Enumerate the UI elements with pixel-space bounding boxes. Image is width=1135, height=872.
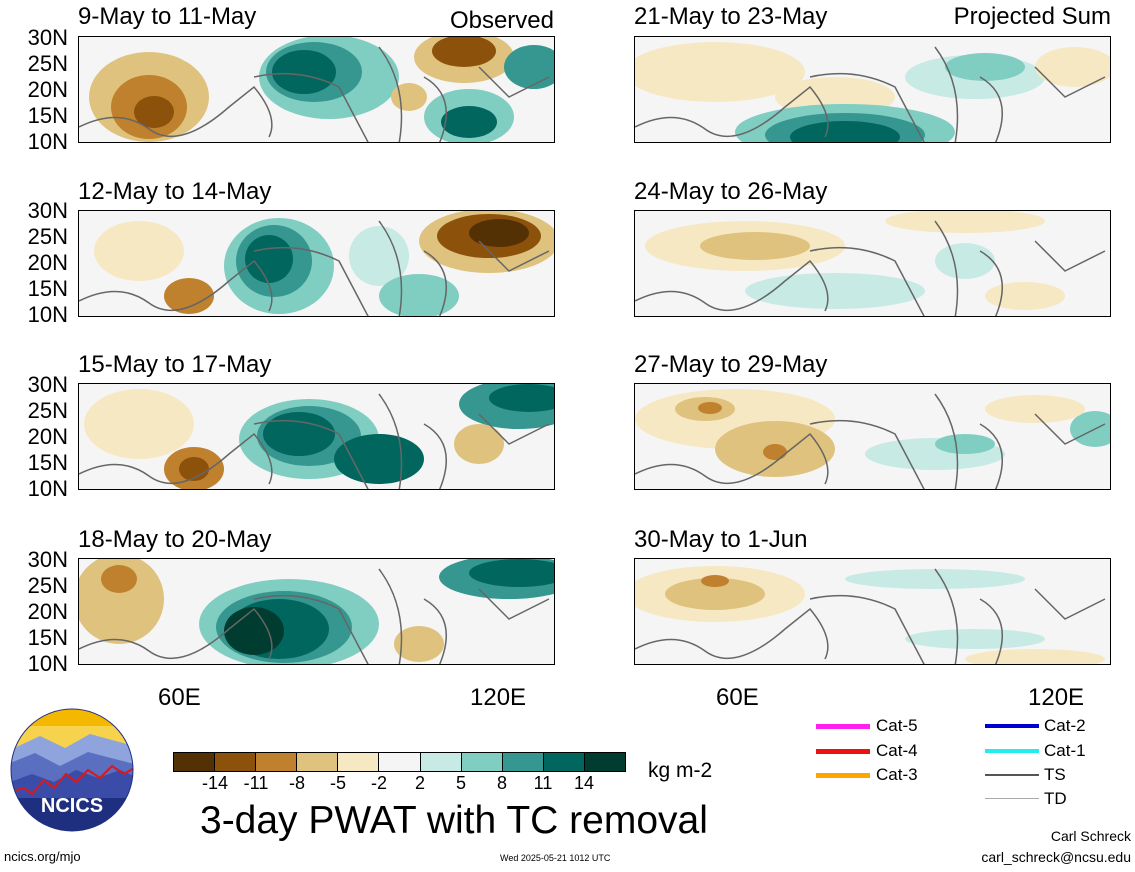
legend-label-ts: TS <box>1044 765 1066 784</box>
panel-title-observed-1: 9-May to 11-May <box>78 3 257 30</box>
legend-line-ts <box>985 774 1039 776</box>
map-projected-2 <box>634 210 1111 317</box>
legend-line-cat3 <box>816 773 870 778</box>
y-tick-label: 10N <box>27 476 68 501</box>
y-tick-label: 15N <box>27 276 68 301</box>
x-tick-label-left-120e: 120E <box>470 684 527 711</box>
generation-timestamp: Wed 2025-05-21 1012 UTC <box>500 853 611 863</box>
map-projected-1 <box>634 36 1111 143</box>
legend-line-cat4 <box>816 749 870 754</box>
x-tick-label-right-120e: 120E <box>1028 684 1085 711</box>
colorbar-label: 14 <box>573 773 595 793</box>
legend-line-cat2 <box>985 724 1039 728</box>
y-tick-label: 15N <box>27 625 68 650</box>
source-url: ncics.org/mjo <box>4 849 81 864</box>
legend-label-cat5: Cat-5 <box>876 716 918 735</box>
y-tick-label: 30N <box>27 547 68 572</box>
legend-label-cat1: Cat-1 <box>1044 741 1086 760</box>
colorbar-unit: kg m-2 <box>648 759 713 782</box>
y-tick-label: 20N <box>27 250 68 275</box>
panel-title-observed-3: 15-May to 17-May <box>78 351 272 378</box>
y-tick-label: 25N <box>27 398 68 423</box>
map-projected-4 <box>634 558 1111 665</box>
colorbar-label: -14 <box>201 773 228 793</box>
y-tick-label: 25N <box>27 51 68 76</box>
y-tick-label: 25N <box>27 224 68 249</box>
observed-label: Observed <box>449 7 554 34</box>
y-tick-label: 15N <box>27 450 68 475</box>
logo-text: NCICS <box>41 795 103 817</box>
colorbar-swatch <box>338 753 380 771</box>
colorbar-swatch <box>174 753 216 771</box>
y-tick-label: 30N <box>27 372 68 397</box>
colorbar <box>173 752 626 772</box>
y-tick-label: 20N <box>27 424 68 449</box>
figure-title: 3-day PWAT with TC removal <box>200 799 708 842</box>
colorbar-swatch <box>543 753 585 771</box>
author-name: Carl Schreck <box>1050 828 1131 844</box>
y-tick-label: 30N <box>27 25 68 50</box>
map-observed-1 <box>78 36 555 143</box>
panel-title-observed-2: 12-May to 14-May <box>78 178 272 205</box>
legend-line-td <box>985 798 1039 799</box>
legend-label-cat3: Cat-3 <box>876 765 918 784</box>
colorbar-label: 5 <box>455 773 466 793</box>
colorbar-label: -8 <box>288 773 305 793</box>
panel-title-projected-3: 27-May to 29-May <box>634 351 828 378</box>
y-tick-label: 15N <box>27 103 68 128</box>
legend-label-cat4: Cat-4 <box>876 741 918 760</box>
legend-line-cat5 <box>816 724 870 729</box>
y-tick-label: 10N <box>27 129 68 154</box>
panel-title-projected-1: 21-May to 23-May <box>634 3 828 30</box>
projected-sum-label: Projected Sum <box>953 3 1111 30</box>
colorbar-label: 2 <box>414 773 425 793</box>
map-observed-3 <box>78 383 555 490</box>
map-observed-4 <box>78 558 555 665</box>
y-tick-label: 20N <box>27 77 68 102</box>
panel-title-projected-2: 24-May to 26-May <box>634 178 828 205</box>
colorbar-swatch <box>379 753 421 771</box>
y-tick-label: 30N <box>27 198 68 223</box>
colorbar-label: -2 <box>370 773 387 793</box>
panel-title-observed-4: 18-May to 20-May <box>78 526 272 553</box>
y-tick-label: 10N <box>27 651 68 676</box>
colorbar-swatch <box>215 753 257 771</box>
map-observed-2 <box>78 210 555 317</box>
panel-title-projected-4: 30-May to 1-Jun <box>634 526 808 553</box>
y-tick-label: 20N <box>27 599 68 624</box>
colorbar-swatch <box>502 753 544 771</box>
colorbar-swatch <box>297 753 339 771</box>
colorbar-label: 11 <box>533 773 553 793</box>
colorbar-label: -11 <box>243 773 269 793</box>
colorbar-swatch <box>256 753 298 771</box>
x-tick-label-right-60e: 60E <box>716 684 759 711</box>
author-email: carl_schreck@ncsu.edu <box>981 849 1131 865</box>
legend-line-cat1 <box>985 749 1039 753</box>
colorbar-label: 8 <box>496 773 507 793</box>
y-tick-label: 25N <box>27 573 68 598</box>
legend-label-cat2: Cat-2 <box>1044 716 1086 735</box>
colorbar-swatch <box>461 753 503 771</box>
x-tick-label-left-60e: 60E <box>158 684 201 711</box>
map-projected-3 <box>634 383 1111 490</box>
colorbar-swatch <box>584 753 626 771</box>
y-tick-label: 10N <box>27 302 68 327</box>
ncics-logo: NCICS <box>10 708 134 832</box>
colorbar-label: -5 <box>329 773 346 793</box>
colorbar-swatch <box>420 753 462 771</box>
legend-label-td: TD <box>1044 789 1067 808</box>
